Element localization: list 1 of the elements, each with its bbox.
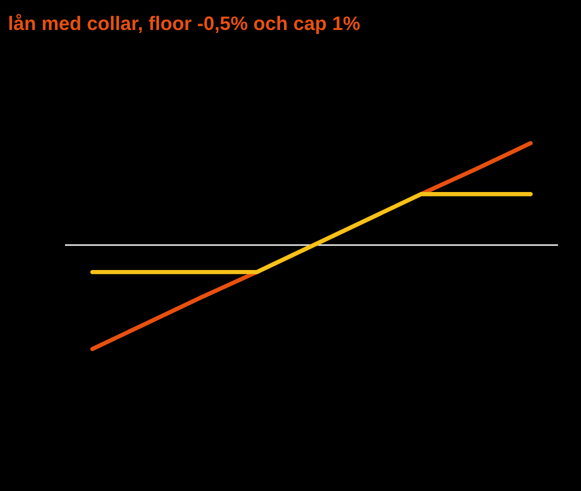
chart-title: lån med collar, floor -0,5% och cap 1% xyxy=(9,14,360,34)
